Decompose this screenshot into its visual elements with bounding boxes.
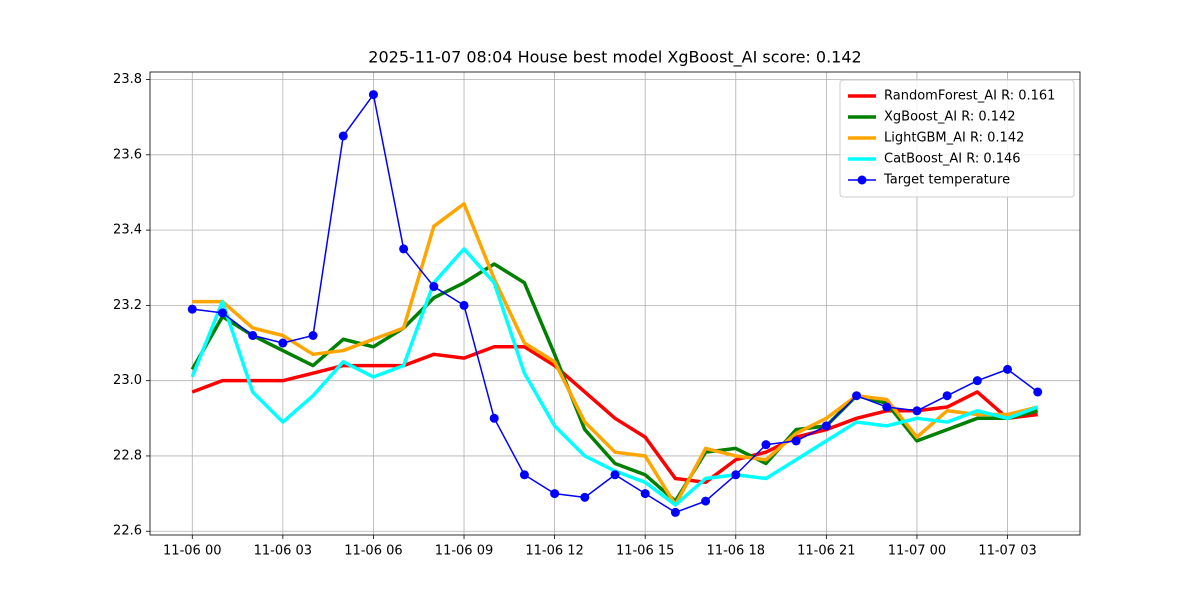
data-point [610, 470, 620, 480]
data-point [670, 507, 680, 517]
y-tick-label: 23.8 [113, 72, 142, 87]
data-point [731, 470, 741, 480]
data-point [338, 131, 348, 141]
y-tick-label: 23.0 [113, 373, 142, 388]
data-point [942, 391, 952, 401]
data-point [912, 406, 922, 416]
data-point [1033, 387, 1043, 397]
data-point [791, 436, 801, 446]
data-point [519, 470, 529, 480]
legend-label: XgBoost_AI R: 0.142 [884, 110, 1016, 125]
data-point [248, 330, 258, 340]
x-tick-label: 11-06 00 [163, 544, 221, 559]
chart-title: 2025-11-07 08:04 House best model XgBoos… [368, 48, 861, 68]
y-tick-label: 22.6 [113, 524, 142, 539]
legend-label: RandomForest_AI R: 0.161 [884, 89, 1055, 104]
x-tick-label: 11-07 00 [888, 544, 946, 559]
series-line [192, 201, 1039, 507]
x-tick-label: 11-07 03 [978, 544, 1036, 559]
data-point [640, 489, 650, 499]
series-line [190, 262, 1039, 503]
legend-label: CatBoost_AI R: 0.146 [884, 152, 1021, 167]
y-tick-label: 23.2 [113, 298, 142, 313]
legend-label: Target temperature [883, 173, 1010, 188]
data-point [459, 300, 469, 310]
legend-marker [857, 175, 867, 185]
plot-frame [149, 71, 1081, 536]
data-point [882, 402, 892, 412]
data-point [1003, 364, 1013, 374]
data-point [187, 304, 197, 314]
x-tick-label: 11-06 12 [525, 544, 583, 559]
y-tick-label: 23.4 [113, 223, 142, 238]
legend-box [839, 79, 1075, 198]
data-point [701, 496, 711, 506]
y-tick-label: 23.6 [113, 147, 142, 162]
x-tick-label: 11-06 18 [707, 544, 765, 559]
data-point [489, 413, 499, 423]
data-point [278, 338, 288, 348]
x-tick-label: 11-06 09 [435, 544, 493, 559]
legend-label: LightGBM_AI R: 0.142 [884, 131, 1024, 146]
x-tick-label: 11-06 06 [344, 544, 402, 559]
data-point [972, 376, 982, 386]
x-tick-label: 11-06 15 [616, 544, 674, 559]
y-tick-label: 22.8 [113, 448, 142, 463]
x-tick-label: 11-06 03 [254, 544, 312, 559]
x-tick-label: 11-06 21 [797, 544, 855, 559]
data-point [217, 308, 227, 318]
data-point [399, 244, 409, 254]
data-point [550, 489, 560, 499]
data-point [821, 421, 831, 431]
data-point [429, 282, 439, 292]
data-point [368, 90, 378, 100]
data-point [308, 330, 318, 340]
data-point [761, 440, 771, 450]
data-point [852, 391, 862, 401]
data-point [580, 492, 590, 502]
